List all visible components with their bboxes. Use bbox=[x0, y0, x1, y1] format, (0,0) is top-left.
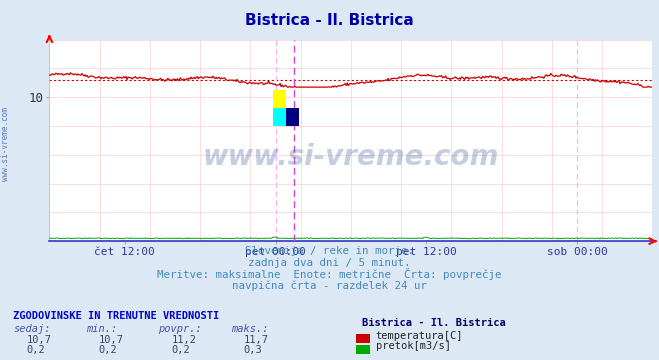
Text: www.si-vreme.com: www.si-vreme.com bbox=[203, 143, 499, 171]
Text: 0,2: 0,2 bbox=[99, 345, 117, 355]
Text: Bistrica - Il. Bistrica: Bistrica - Il. Bistrica bbox=[245, 13, 414, 28]
Text: povpr.:: povpr.: bbox=[158, 324, 202, 334]
Text: temperatura[C]: temperatura[C] bbox=[376, 331, 463, 341]
Text: navpična črta - razdelek 24 ur: navpična črta - razdelek 24 ur bbox=[232, 281, 427, 292]
Text: zadnja dva dni / 5 minut.: zadnja dva dni / 5 minut. bbox=[248, 258, 411, 268]
Text: ZGODOVINSKE IN TRENUTNE VREDNOSTI: ZGODOVINSKE IN TRENUTNE VREDNOSTI bbox=[13, 311, 219, 321]
Text: min.:: min.: bbox=[86, 324, 117, 334]
Text: 10,7: 10,7 bbox=[26, 335, 51, 345]
Text: 11,2: 11,2 bbox=[171, 335, 196, 345]
Text: 11,7: 11,7 bbox=[244, 335, 269, 345]
Text: pretok[m3/s]: pretok[m3/s] bbox=[376, 341, 451, 351]
Text: sedaj:: sedaj: bbox=[13, 324, 51, 334]
Text: Bistrica - Il. Bistrica: Bistrica - Il. Bistrica bbox=[362, 318, 506, 328]
Bar bbox=[273, 108, 286, 126]
Text: 0,2: 0,2 bbox=[26, 345, 45, 355]
Text: Meritve: maksimalne  Enote: metrične  Črta: povprečje: Meritve: maksimalne Enote: metrične Črta… bbox=[158, 267, 501, 280]
Bar bbox=[286, 108, 299, 126]
Bar bbox=[273, 90, 286, 108]
Text: Slovenija / reke in morje.: Slovenija / reke in morje. bbox=[245, 246, 414, 256]
Text: 0,3: 0,3 bbox=[244, 345, 262, 355]
Text: 10,7: 10,7 bbox=[99, 335, 124, 345]
Text: maks.:: maks.: bbox=[231, 324, 268, 334]
Text: 0,2: 0,2 bbox=[171, 345, 190, 355]
Text: www.si-vreme.com: www.si-vreme.com bbox=[1, 107, 10, 181]
